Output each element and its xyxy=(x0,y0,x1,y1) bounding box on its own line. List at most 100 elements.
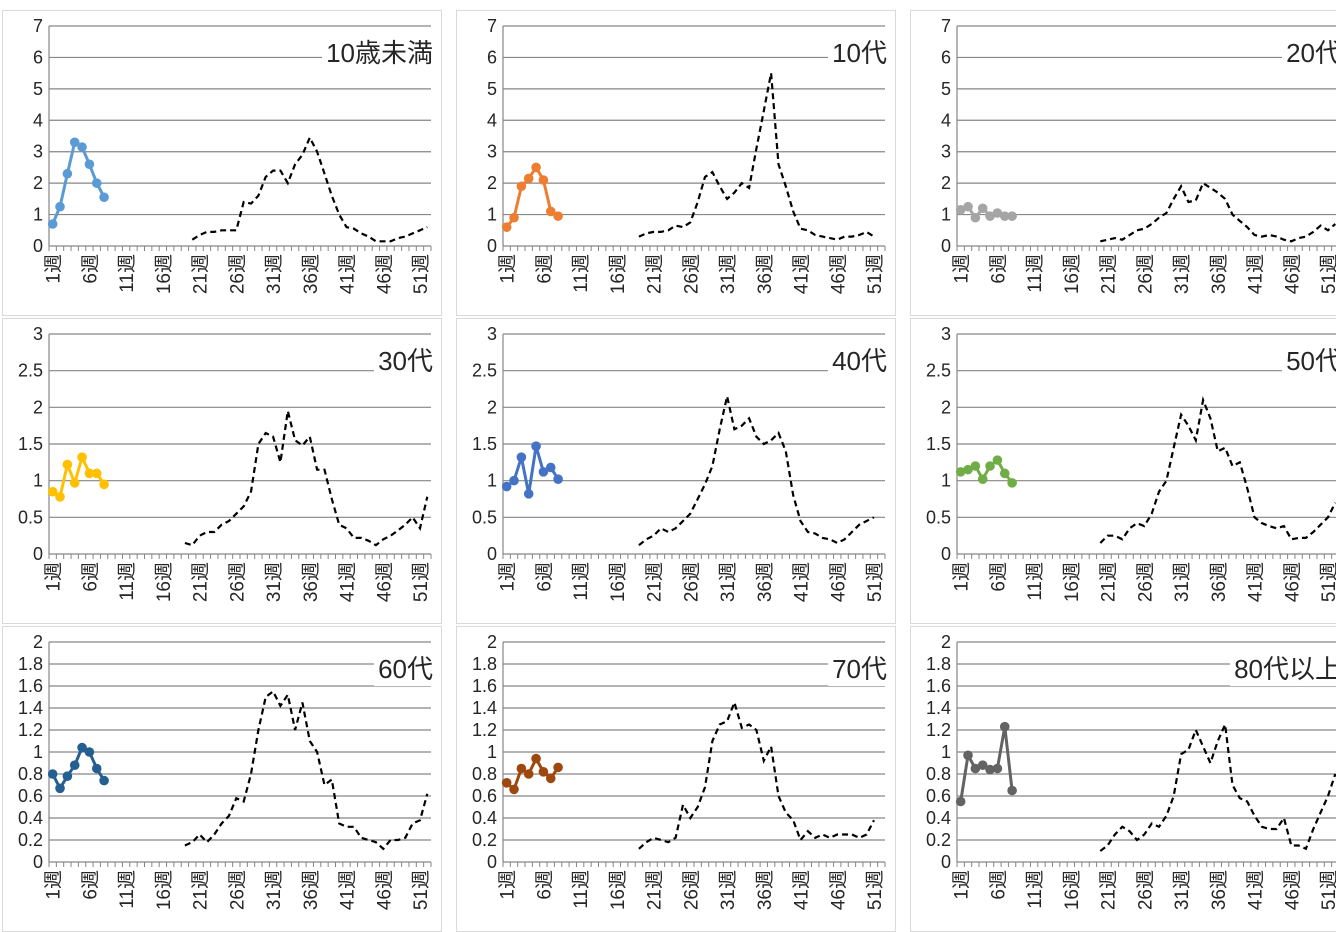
y-tick-label: 1.2 xyxy=(472,720,497,740)
x-tick-label: 41週 xyxy=(791,870,813,910)
x-tick-label: 21週 xyxy=(1098,562,1120,602)
data-point xyxy=(977,474,988,484)
data-point xyxy=(970,763,981,774)
data-point xyxy=(523,769,534,779)
chart-title: 70代 xyxy=(828,649,891,686)
x-tick-label: 6週 xyxy=(533,870,555,900)
y-tick-label: 2.5 xyxy=(472,361,497,381)
data-point xyxy=(501,778,512,788)
chart-panel: 0 0.2 0.4 0.6 0.8 1 1.2 1.4 1.6 1.8 2 1週 6週 11週 16週 21週… xyxy=(910,626,1336,932)
y-tick-label: 0 xyxy=(33,236,43,256)
data-point xyxy=(545,773,556,784)
y-tick-label: 0.5 xyxy=(18,507,43,527)
y-tick-label: 1 xyxy=(487,742,497,762)
x-tick-label: 26週 xyxy=(226,562,248,602)
data-point xyxy=(992,208,1003,218)
data-point xyxy=(955,467,966,477)
x-tick-label: 26週 xyxy=(1134,562,1156,602)
chart-title: 10歳未満 xyxy=(322,33,437,70)
chart-panel: 0 0.2 0.4 0.6 0.8 1 1.2 1.4 1.6 1.8 2 1週 6週 11週 16週 21週… xyxy=(2,626,442,932)
y-tick-label: 1 xyxy=(941,471,951,491)
data-point xyxy=(553,211,563,221)
x-tick-label: 21週 xyxy=(644,254,666,294)
data-point xyxy=(992,763,1003,774)
y-tick-label: 6 xyxy=(941,47,951,67)
data-point xyxy=(992,455,1003,465)
data-point xyxy=(69,137,80,148)
data-point xyxy=(963,464,973,475)
chart-title: 50代 xyxy=(1282,341,1336,378)
x-tick-label: 6週 xyxy=(533,562,555,592)
data-point xyxy=(501,481,512,492)
y-tick-label: 0 xyxy=(33,852,43,872)
y-tick-label: 1.6 xyxy=(472,676,497,696)
data-point xyxy=(47,219,58,229)
x-tick-label: 1週 xyxy=(497,562,519,592)
prior-year-dashed-line xyxy=(191,135,428,243)
x-tick-label: 1週 xyxy=(43,562,65,592)
x-tick-label: 41週 xyxy=(337,562,359,602)
data-point xyxy=(91,178,102,188)
y-tick-label: 0.5 xyxy=(472,507,497,527)
y-tick-label: 3 xyxy=(487,324,497,344)
y-tick-label: 1.4 xyxy=(18,698,43,718)
chart-panel: 0 0.2 0.4 0.6 0.8 1 1.2 1.4 1.6 1.8 2 1週 6週 11週 16週 21週… xyxy=(456,626,896,932)
y-tick-label: 3 xyxy=(941,142,951,162)
x-tick-label: 36週 xyxy=(300,562,322,602)
data-point xyxy=(985,211,995,221)
x-tick-label: 41週 xyxy=(791,254,813,294)
chart-panel: 0 1 2 3 4 5 6 7 1週 6週 11週 16週 21週 26週 31週 36週 41週 46週 51週 1… xyxy=(456,10,896,316)
x-tick-label: 6週 xyxy=(987,562,1009,592)
x-tick-label: 41週 xyxy=(1245,254,1267,294)
x-tick-label: 11週 xyxy=(116,562,138,601)
chart-title: 20代 xyxy=(1282,33,1336,70)
current-year-line xyxy=(505,164,559,229)
data-point xyxy=(963,750,973,761)
x-tick-label: 11週 xyxy=(1024,562,1046,601)
data-point xyxy=(523,489,534,499)
data-point xyxy=(516,181,527,192)
y-tick-label: 2 xyxy=(33,173,43,193)
y-tick-label: 0.8 xyxy=(18,764,43,784)
data-point xyxy=(77,142,87,152)
prior-year-dashed-line xyxy=(184,689,429,851)
y-tick-label: 1.2 xyxy=(18,720,43,740)
y-tick-label: 6 xyxy=(487,47,497,67)
data-point xyxy=(531,441,541,451)
x-tick-label: 26週 xyxy=(226,254,248,294)
data-point xyxy=(970,461,981,471)
x-tick-label: 21週 xyxy=(190,562,212,602)
x-tick-label: 31週 xyxy=(717,254,739,294)
y-tick-label: 0.6 xyxy=(926,786,951,806)
data-point xyxy=(999,211,1010,221)
chart-title: 30代 xyxy=(374,341,437,378)
x-tick-label: 41週 xyxy=(1245,562,1267,602)
x-tick-label: 16週 xyxy=(1061,562,1083,602)
y-tick-label: 2 xyxy=(487,173,497,193)
y-tick-label: 2 xyxy=(487,397,497,417)
x-tick-label: 16週 xyxy=(153,562,175,602)
data-point xyxy=(963,201,973,212)
y-tick-label: 1.2 xyxy=(926,720,951,740)
x-tick-label: 36週 xyxy=(754,562,776,602)
x-tick-label: 36週 xyxy=(754,870,776,910)
x-tick-label: 26週 xyxy=(680,870,702,910)
data-point xyxy=(531,162,541,173)
y-tick-label: 5 xyxy=(941,79,951,99)
x-tick-label: 21週 xyxy=(190,254,212,294)
y-tick-label: 7 xyxy=(941,16,951,36)
data-point xyxy=(516,763,527,774)
y-tick-label: 1 xyxy=(487,205,497,225)
data-point xyxy=(531,753,541,764)
prior-year-dashed-line xyxy=(1100,181,1336,243)
data-point xyxy=(545,206,556,217)
data-point xyxy=(538,767,549,777)
data-point xyxy=(84,747,95,757)
data-point xyxy=(516,452,527,462)
x-tick-label: 36週 xyxy=(1208,254,1230,294)
y-tick-label: 1.4 xyxy=(472,698,497,718)
data-point xyxy=(62,459,73,470)
y-tick-label: 1.8 xyxy=(472,654,497,674)
data-point xyxy=(62,771,73,781)
